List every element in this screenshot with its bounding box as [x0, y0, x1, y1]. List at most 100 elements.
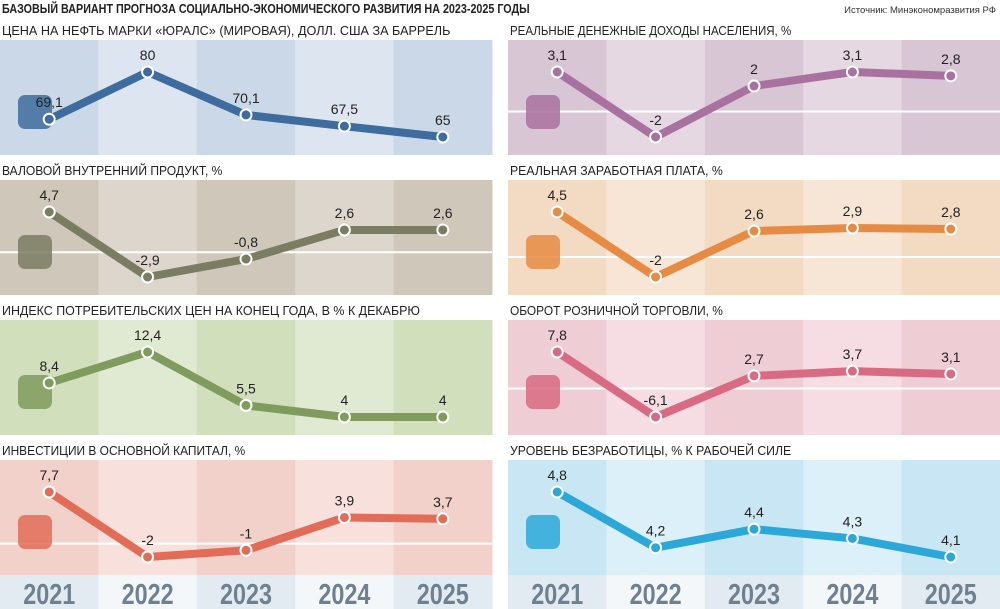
data-label: 70,1	[232, 90, 259, 106]
data-point	[42, 205, 56, 219]
data-point	[337, 410, 351, 424]
year-tick-label: 2021	[531, 579, 583, 609]
column-band	[901, 40, 1000, 155]
year-tick-label: 2022	[122, 579, 174, 609]
column-band	[704, 40, 804, 155]
column-band	[98, 320, 198, 435]
data-label: 4,7	[39, 187, 59, 203]
data-point	[649, 410, 663, 424]
chart-panel: ИНВЕСТИЦИИ В ОСНОВНОЙ КАПИТАЛ, % 7,7 -2 -1 3…	[0, 443, 493, 575]
year-band	[606, 575, 706, 609]
data-label: -2	[141, 532, 154, 548]
piggy-bank-icon	[526, 95, 560, 129]
column-band	[704, 460, 804, 575]
year-band	[0, 575, 99, 609]
year-band	[704, 575, 804, 609]
column-band	[196, 320, 296, 435]
year-tick-label: 2023	[220, 579, 272, 609]
year-tick-label: 2023	[728, 579, 780, 609]
year-tick-label: 2024	[318, 579, 370, 609]
chart-title: ИНВЕСТИЦИИ В ОСНОВНОЙ КАПИТАЛ, %	[2, 443, 246, 458]
data-label: -1	[240, 525, 253, 541]
data-label: 2	[750, 61, 758, 77]
data-label: 4,1	[941, 532, 961, 548]
data-label: 4	[439, 392, 447, 408]
data-point	[141, 270, 155, 284]
data-point	[239, 398, 253, 412]
data-point	[141, 345, 155, 359]
data-label: 67,5	[331, 101, 358, 117]
column-band	[393, 180, 493, 295]
chart-panel: ВАЛОВОЙ ВНУТРЕННИЙ ПРОДУКТ, % 4,7 -2,9 -0,8…	[0, 163, 493, 295]
data-point	[845, 65, 859, 79]
year-tick-label: 2025	[417, 579, 469, 609]
data-point	[141, 550, 155, 564]
data-label: 65	[435, 112, 451, 128]
column-band	[606, 460, 706, 575]
data-point	[42, 376, 56, 390]
chart-panel: УРОВЕНЬ БЕЗРАБОТИЦЫ, % К РАБОЧЕЙ СИЛЕ 4,8…	[508, 443, 1000, 575]
data-label: 3,1	[843, 47, 863, 63]
data-label: 2,8	[941, 204, 961, 220]
data-label: 3,9	[335, 492, 355, 508]
data-point	[845, 364, 859, 378]
data-label: 5,5	[236, 380, 256, 396]
column-band	[704, 180, 804, 295]
chart-title: УРОВЕНЬ БЕЗРАБОТИЦЫ, % К РАБОЧЕЙ СИЛЕ	[510, 443, 792, 458]
shopping-cart-icon	[526, 375, 560, 409]
data-label: 80	[140, 47, 156, 63]
data-label: -0,8	[234, 234, 258, 250]
data-label: 7,7	[39, 467, 59, 483]
data-label: -2	[649, 112, 662, 128]
factory-percent-icon	[18, 515, 52, 549]
chart-title: ИНДЕКС ПОТРЕБИТЕЛЬСКИХ ЦЕН НА КОНЕЦ ГОДА…	[2, 303, 420, 318]
data-point	[239, 108, 253, 122]
data-label: 2,8	[941, 51, 961, 67]
data-label: 4,4	[744, 504, 764, 520]
data-label: 4,3	[843, 513, 863, 529]
data-point	[550, 485, 564, 499]
year-band	[98, 575, 198, 609]
data-label: 12,4	[134, 327, 161, 343]
chart-title: ОБОРОТ РОЗНИЧНОЙ ТОРГОВЛИ, %	[510, 303, 723, 318]
data-point	[550, 65, 564, 79]
data-point	[649, 270, 663, 284]
data-point	[436, 410, 450, 424]
column-band	[803, 460, 903, 575]
year-band	[803, 575, 903, 609]
column-band	[901, 180, 1000, 295]
data-point	[550, 345, 564, 359]
data-label: 4,5	[547, 187, 567, 203]
data-point	[944, 222, 958, 236]
data-label: 2,6	[335, 205, 355, 221]
column-band	[196, 180, 296, 295]
data-point	[550, 205, 564, 219]
data-label: -6,1	[644, 392, 668, 408]
data-label: -2,9	[136, 252, 160, 268]
data-point	[337, 223, 351, 237]
chart-title: ЦЕНА НА НЕФТЬ МАРКИ «ЮРАЛС» (МИРОВАЯ), Д…	[2, 23, 450, 38]
year-tick-label: 2024	[826, 579, 878, 609]
data-point	[747, 79, 761, 93]
column-band	[803, 40, 903, 155]
year-tick-label: 2021	[23, 579, 75, 609]
year-band	[508, 575, 607, 609]
data-point	[747, 369, 761, 383]
year-band	[393, 575, 493, 609]
data-point	[239, 543, 253, 557]
data-point	[42, 112, 56, 126]
page-title: БАЗОВЫЙ ВАРИАНТ ПРОГНОЗА СОЦИАЛЬНО-ЭКОНО…	[2, 2, 530, 16]
data-point	[944, 367, 958, 381]
data-point	[944, 69, 958, 83]
data-label: 7,8	[547, 327, 567, 343]
data-point	[141, 65, 155, 79]
column-band	[803, 180, 903, 295]
column-band	[98, 40, 198, 155]
data-label: 4,2	[646, 523, 666, 539]
year-band	[196, 575, 296, 609]
data-point	[649, 541, 663, 555]
chart-panel: РЕАЛЬНАЯ ЗАРАБОТНАЯ ПЛАТА, % 4,5 -2 2,6 2,9 2…	[508, 163, 1000, 295]
data-label: 2,7	[744, 351, 764, 367]
factory-icon	[18, 235, 52, 269]
